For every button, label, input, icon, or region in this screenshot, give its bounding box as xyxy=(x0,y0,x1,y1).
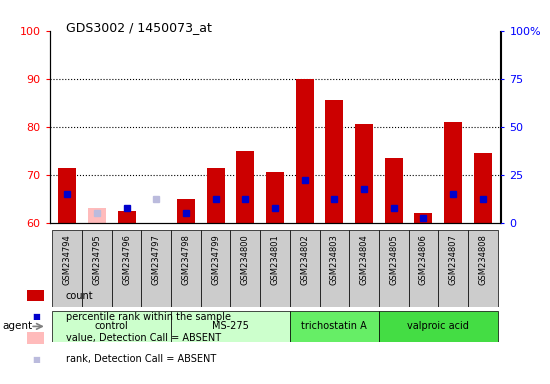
Bar xyxy=(52,311,171,342)
Text: GSM234800: GSM234800 xyxy=(241,234,250,285)
Text: GSM234801: GSM234801 xyxy=(271,234,279,285)
Bar xyxy=(290,230,320,307)
Text: GSM234806: GSM234806 xyxy=(419,234,428,285)
Bar xyxy=(444,122,462,223)
Text: control: control xyxy=(95,321,129,331)
Text: value, Detection Call = ABSENT: value, Detection Call = ABSENT xyxy=(66,333,221,343)
Bar xyxy=(409,230,438,307)
Text: GSM234802: GSM234802 xyxy=(300,234,309,285)
Bar xyxy=(112,230,141,307)
Text: ■: ■ xyxy=(32,312,40,321)
Bar xyxy=(177,199,195,223)
Bar xyxy=(58,167,76,223)
Bar xyxy=(171,230,201,307)
Bar xyxy=(379,230,409,307)
Bar xyxy=(326,100,343,223)
Bar xyxy=(82,230,112,307)
Text: MS-275: MS-275 xyxy=(212,321,249,331)
Bar xyxy=(207,167,224,223)
Bar xyxy=(236,151,254,223)
Text: GSM234804: GSM234804 xyxy=(360,234,368,285)
Bar xyxy=(201,230,230,307)
Bar xyxy=(379,311,498,342)
Bar xyxy=(355,124,373,223)
Bar xyxy=(296,79,314,223)
Text: GSM234795: GSM234795 xyxy=(92,234,101,285)
Text: GDS3002 / 1450073_at: GDS3002 / 1450073_at xyxy=(66,21,212,34)
Text: GSM234805: GSM234805 xyxy=(389,234,398,285)
Text: GSM234794: GSM234794 xyxy=(63,234,72,285)
Bar xyxy=(415,213,432,223)
Bar xyxy=(88,208,106,223)
Bar xyxy=(349,230,379,307)
Text: GSM234808: GSM234808 xyxy=(478,234,487,285)
Text: trichostatin A: trichostatin A xyxy=(301,321,367,331)
Bar xyxy=(320,230,349,307)
Bar xyxy=(260,230,290,307)
Bar xyxy=(118,211,135,223)
Bar xyxy=(266,172,284,223)
Text: GSM234796: GSM234796 xyxy=(122,234,131,285)
Bar xyxy=(474,153,492,223)
Bar xyxy=(141,230,171,307)
Text: agent: agent xyxy=(3,321,33,331)
Bar xyxy=(385,158,403,223)
Bar xyxy=(171,311,290,342)
Text: ■: ■ xyxy=(32,354,40,364)
Text: GSM234807: GSM234807 xyxy=(449,234,458,285)
Bar xyxy=(290,311,379,342)
Bar xyxy=(230,230,260,307)
Text: GSM234798: GSM234798 xyxy=(182,234,190,285)
Text: rank, Detection Call = ABSENT: rank, Detection Call = ABSENT xyxy=(66,354,216,364)
Bar xyxy=(438,230,468,307)
Text: GSM234803: GSM234803 xyxy=(330,234,339,285)
Text: valproic acid: valproic acid xyxy=(407,321,469,331)
Text: percentile rank within the sample: percentile rank within the sample xyxy=(66,312,231,322)
Text: count: count xyxy=(66,291,94,301)
Text: GSM234799: GSM234799 xyxy=(211,234,220,285)
Text: GSM234797: GSM234797 xyxy=(152,234,161,285)
Bar xyxy=(468,230,498,307)
Bar xyxy=(52,230,82,307)
